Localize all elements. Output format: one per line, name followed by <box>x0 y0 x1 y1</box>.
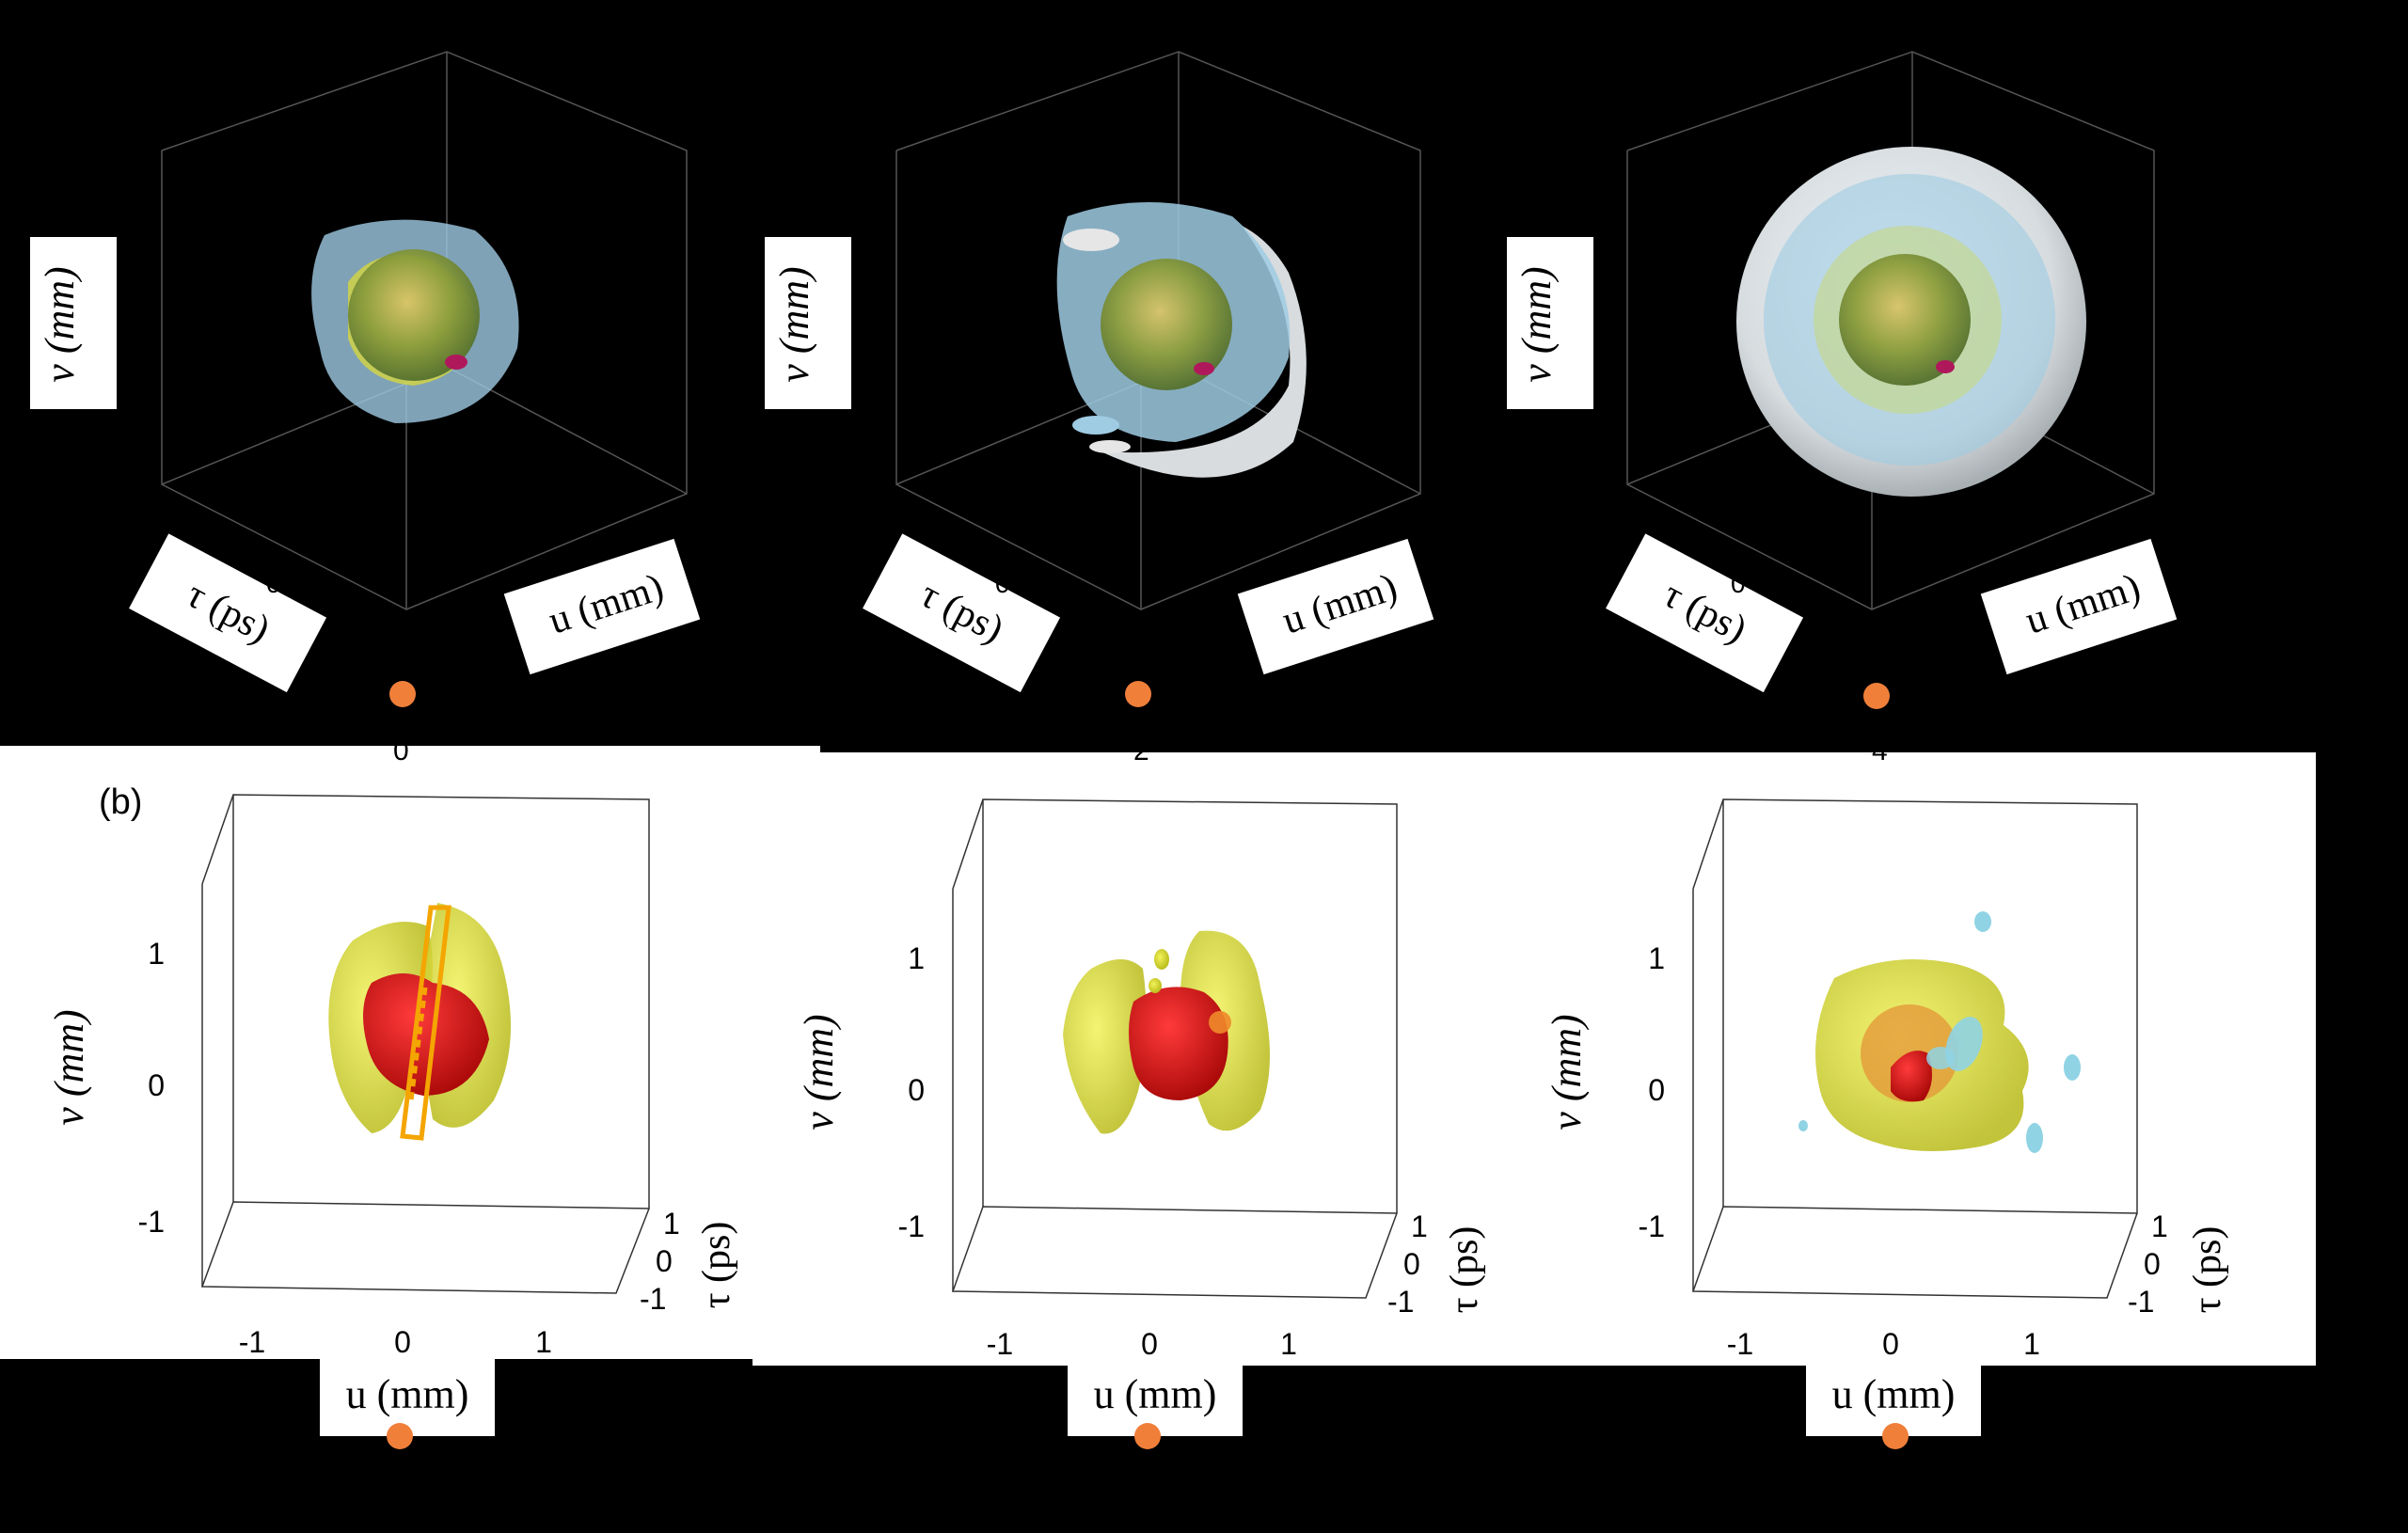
tick-u-minus1: -1 <box>987 1327 1013 1361</box>
tick-tau-minus1: -1 <box>2128 1285 2154 1319</box>
orange-dot-marker <box>1863 683 1890 709</box>
ticks-v: 1 0 -1 <box>1639 941 1665 1243</box>
ticks-v: 1 0 -1 <box>898 941 925 1243</box>
cube-frame <box>951 798 1398 1299</box>
orange-dot-marker <box>1125 681 1151 707</box>
ticks-u: -1 0 1 <box>987 1327 1297 1361</box>
tick-tau-1: 1 <box>2151 1209 2168 1243</box>
cube-frame <box>1691 798 2138 1299</box>
tick-v-1: 1 <box>148 937 165 971</box>
ticks-tau: 1 0 -1 <box>2128 1209 2168 1319</box>
v-axis-label: v (mm) <box>1544 1014 1590 1130</box>
bottom-panel-2: 2 1 0 -1 -1 0 1 1 0 -1 v (mm) <box>752 735 2316 1449</box>
panel-background <box>752 752 2316 1366</box>
top-panel-2: v (mm) τ (ps) u (mm) 0 <box>765 51 1434 707</box>
v-axis-label: v (mm) <box>796 1014 842 1130</box>
isosurface-group <box>1063 930 1270 1134</box>
tick-v-0: 0 <box>908 1073 925 1107</box>
u-label-box <box>320 1359 495 1436</box>
ticks-v: 1 0 -1 <box>138 937 165 1239</box>
zero-tick-label: 0 <box>995 569 1010 598</box>
panel-label-b: (b) <box>99 782 142 822</box>
ticks-tau: 1 0 -1 <box>640 1207 680 1316</box>
tick-v-minus1: -1 <box>138 1205 165 1239</box>
tick-tau-0: 0 <box>656 1244 673 1278</box>
tau-label-box <box>1606 533 1804 693</box>
v-axis-label: v (mm) <box>37 266 83 382</box>
tau-axis-label: τ (ps) <box>1443 1226 1486 1314</box>
tick-u-minus1: -1 <box>1727 1327 1753 1361</box>
ticks-tau: 1 0 -1 <box>1387 1209 1428 1319</box>
top-panel-1: v (mm) τ (ps) u (mm) 0 <box>30 51 701 707</box>
tick-tau-0: 0 <box>2144 1247 2161 1281</box>
u-label-box <box>1068 1359 1243 1436</box>
isosurface-group <box>1056 202 1307 478</box>
zero-tick-label: 0 <box>1731 569 1746 598</box>
selection-box <box>400 905 452 1141</box>
u-label-box <box>1237 538 1434 675</box>
isosurface-group <box>311 219 519 423</box>
tick-u-0: 0 <box>1141 1327 1158 1361</box>
tau-label-box <box>863 533 1061 693</box>
tau-label-box <box>129 533 327 693</box>
orange-dot-marker <box>387 1423 413 1449</box>
ticks-u: -1 0 1 <box>1727 1327 2040 1361</box>
v-axis-label: v (mm) <box>771 266 817 382</box>
u-label-box <box>503 538 701 675</box>
isosurface-group <box>1736 147 2086 497</box>
u-axis-label: u (mm) <box>1832 1371 1956 1417</box>
zero-tick-label: 0 <box>266 569 281 598</box>
tick-u-0: 0 <box>394 1325 411 1359</box>
separator-value: 2 <box>1133 735 1149 766</box>
tick-u-1: 1 <box>535 1325 552 1359</box>
u-label-box <box>1980 538 2178 675</box>
tick-tau-1: 1 <box>663 1207 680 1241</box>
top-panel-3: v (mm) τ (ps) u (mm) 0 <box>1507 51 2178 709</box>
orange-dot-marker <box>1882 1423 1909 1449</box>
tau-axis-label: τ (ps) <box>695 1222 738 1309</box>
tick-u-0: 0 <box>1882 1327 1899 1361</box>
tick-u-minus1: -1 <box>239 1325 265 1359</box>
cube-frame <box>200 794 650 1294</box>
tau-axis-label: τ (ps) <box>2186 1226 2229 1314</box>
isosurface-group <box>328 903 511 1141</box>
tick-tau-minus1: -1 <box>640 1282 666 1316</box>
u-axis-label: u (mm) <box>1094 1371 1217 1417</box>
tick-tau-0: 0 <box>1403 1247 1420 1281</box>
tick-tau-minus1: -1 <box>1387 1285 1414 1319</box>
tick-v-minus1: -1 <box>898 1209 925 1243</box>
tick-u-1: 1 <box>2023 1327 2040 1361</box>
ticks-u: -1 0 1 <box>239 1325 552 1359</box>
isosurface-group <box>1798 911 2081 1153</box>
v-label-box <box>1507 237 1593 409</box>
u-axis-label: u (mm) <box>346 1371 469 1417</box>
tick-v-1: 1 <box>908 941 925 975</box>
separator-value: 4 <box>1872 735 1888 766</box>
v-label-box <box>765 237 851 409</box>
tick-v-0: 0 <box>148 1068 165 1102</box>
bottom-panel-3: 4 1 0 -1 -1 0 1 1 0 <box>1544 735 2229 1449</box>
tick-v-1: 1 <box>1648 941 1665 975</box>
v-label-box <box>30 237 117 409</box>
tick-tau-1: 1 <box>1411 1209 1428 1243</box>
orange-dot-marker <box>1134 1423 1161 1449</box>
tick-v-0: 0 <box>1648 1073 1665 1107</box>
tick-u-1: 1 <box>1280 1327 1297 1361</box>
v-axis-label: v (mm) <box>1513 266 1560 382</box>
orange-dot-marker <box>389 681 416 707</box>
v-axis-label: v (mm) <box>46 1009 92 1125</box>
separator-value: 0 <box>393 735 409 766</box>
bottom-panel-1: (b) 0 1 0 -1 -1 0 1 1 0 <box>0 735 820 1449</box>
tick-v-minus1: -1 <box>1639 1209 1665 1243</box>
